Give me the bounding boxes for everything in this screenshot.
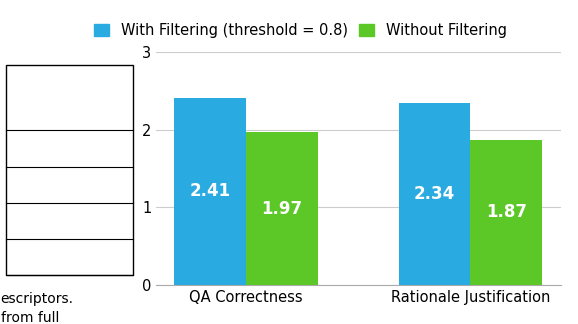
- Legend: With Filtering (threshold = 0.8), Without Filtering: With Filtering (threshold = 0.8), Withou…: [88, 17, 513, 44]
- Bar: [470, 140, 542, 285]
- Bar: [175, 98, 246, 285]
- Text: 2.41: 2.41: [190, 182, 231, 201]
- Text: from full: from full: [1, 311, 59, 324]
- Text: 1.97: 1.97: [261, 200, 303, 217]
- Text: 2.34: 2.34: [414, 185, 455, 203]
- Text: escriptors.: escriptors.: [1, 292, 73, 306]
- Text: ic Score: ic Score: [37, 72, 102, 87]
- Bar: [246, 132, 318, 285]
- Text: 1.87: 1.87: [486, 203, 527, 221]
- Bar: [399, 103, 470, 285]
